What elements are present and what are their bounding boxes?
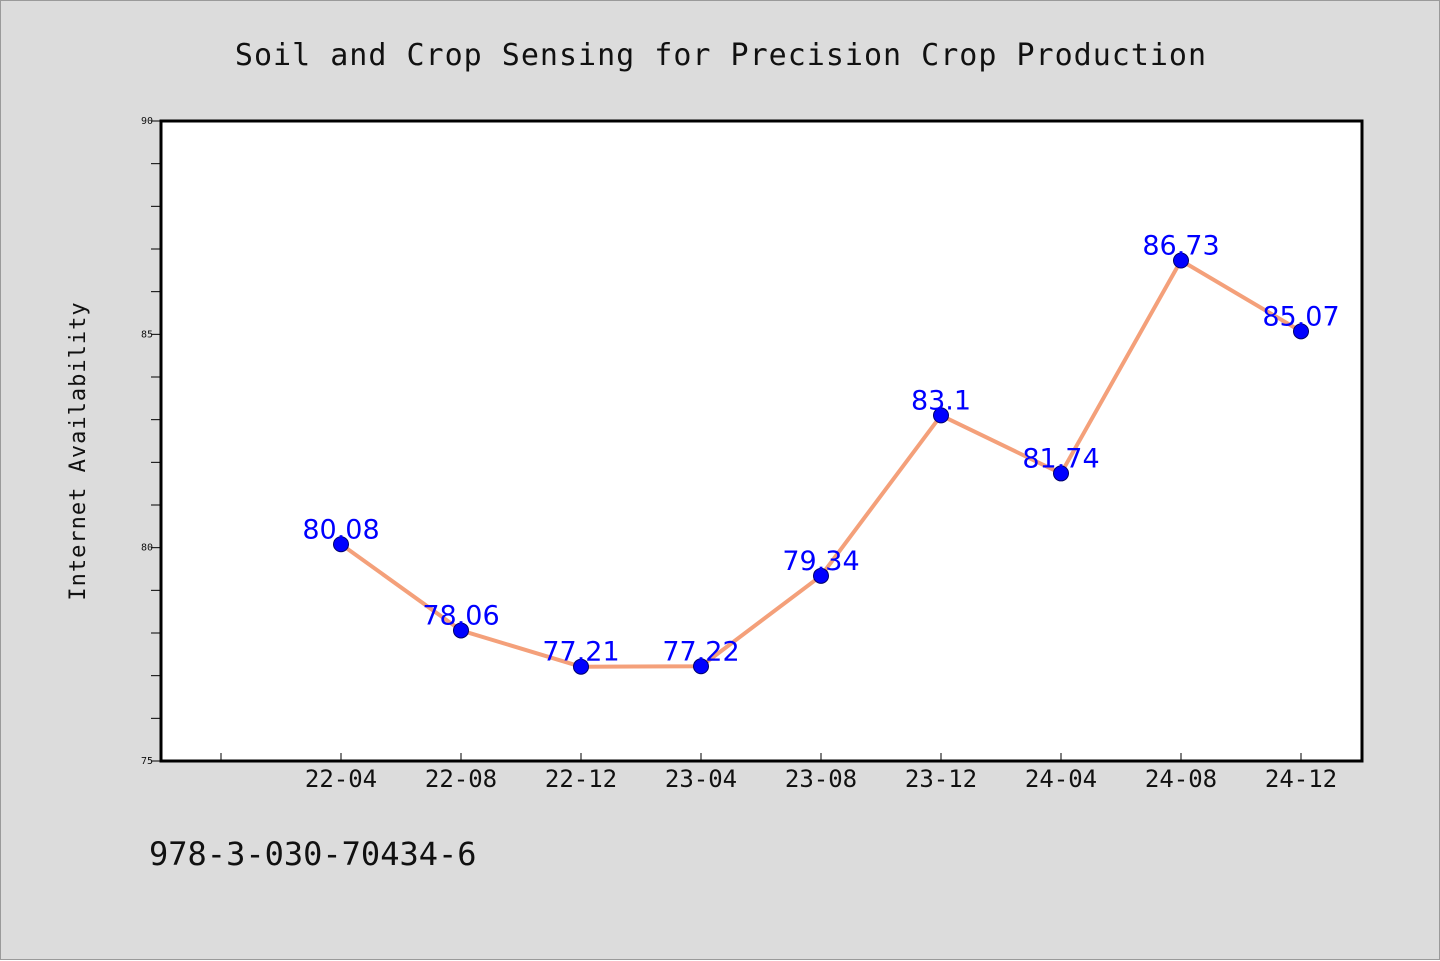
data-point bbox=[933, 407, 949, 424]
x-tick-label: 22-04 bbox=[305, 765, 377, 793]
x-tick-label: 22-12 bbox=[545, 765, 617, 793]
x-tick-label: 24-08 bbox=[1145, 765, 1217, 793]
x-tick-label: 23-04 bbox=[665, 765, 737, 793]
data-point bbox=[453, 622, 469, 639]
x-tick-label: 23-12 bbox=[905, 765, 977, 793]
y-axis: 75 80 85 90 bbox=[141, 116, 161, 767]
data-point bbox=[333, 536, 349, 553]
plot-area bbox=[159, 119, 1364, 763]
chart-title: Soil and Crop Sensing for Precision Crop… bbox=[235, 38, 1207, 73]
data-point bbox=[813, 567, 829, 584]
data-point bbox=[693, 658, 709, 675]
data-point bbox=[1293, 323, 1309, 340]
data-label: 80.08 bbox=[302, 514, 379, 545]
x-tick-label: 23-08 bbox=[785, 765, 857, 793]
data-label: 81.74 bbox=[1022, 443, 1099, 474]
footer-code: 978-3-030-70434-6 bbox=[149, 835, 477, 873]
data-label: 83.1 bbox=[911, 385, 971, 416]
data-label: 77.21 bbox=[542, 637, 619, 668]
data-label: 86.73 bbox=[1142, 231, 1219, 262]
data-label: 77.22 bbox=[662, 636, 739, 667]
y-tick-label: 80 bbox=[141, 543, 153, 554]
x-tick-label: 24-04 bbox=[1025, 765, 1097, 793]
data-point bbox=[573, 658, 589, 675]
y-tick-label: 85 bbox=[141, 329, 153, 340]
data-label: 85.07 bbox=[1262, 301, 1339, 332]
x-axis: 22-04 22-08 22-12 23-04 23-08 23-12 24-04 24-08… bbox=[220, 753, 1337, 793]
series-layer: 80.08 78.06 77.21 77.22 79.34 83.1 81.74 86.73 8… bbox=[302, 231, 1340, 675]
data-label: 79.34 bbox=[782, 546, 859, 577]
data-point bbox=[1173, 252, 1189, 269]
y-tick-label: 90 bbox=[141, 116, 153, 127]
y-axis-label: Internet Availability bbox=[66, 301, 91, 600]
y-tick-label: 75 bbox=[141, 756, 153, 767]
x-tick-label: 22-08 bbox=[425, 765, 497, 793]
data-point bbox=[1053, 465, 1069, 482]
data-label: 78.06 bbox=[422, 600, 499, 631]
x-tick-label: 24-12 bbox=[1265, 765, 1337, 793]
